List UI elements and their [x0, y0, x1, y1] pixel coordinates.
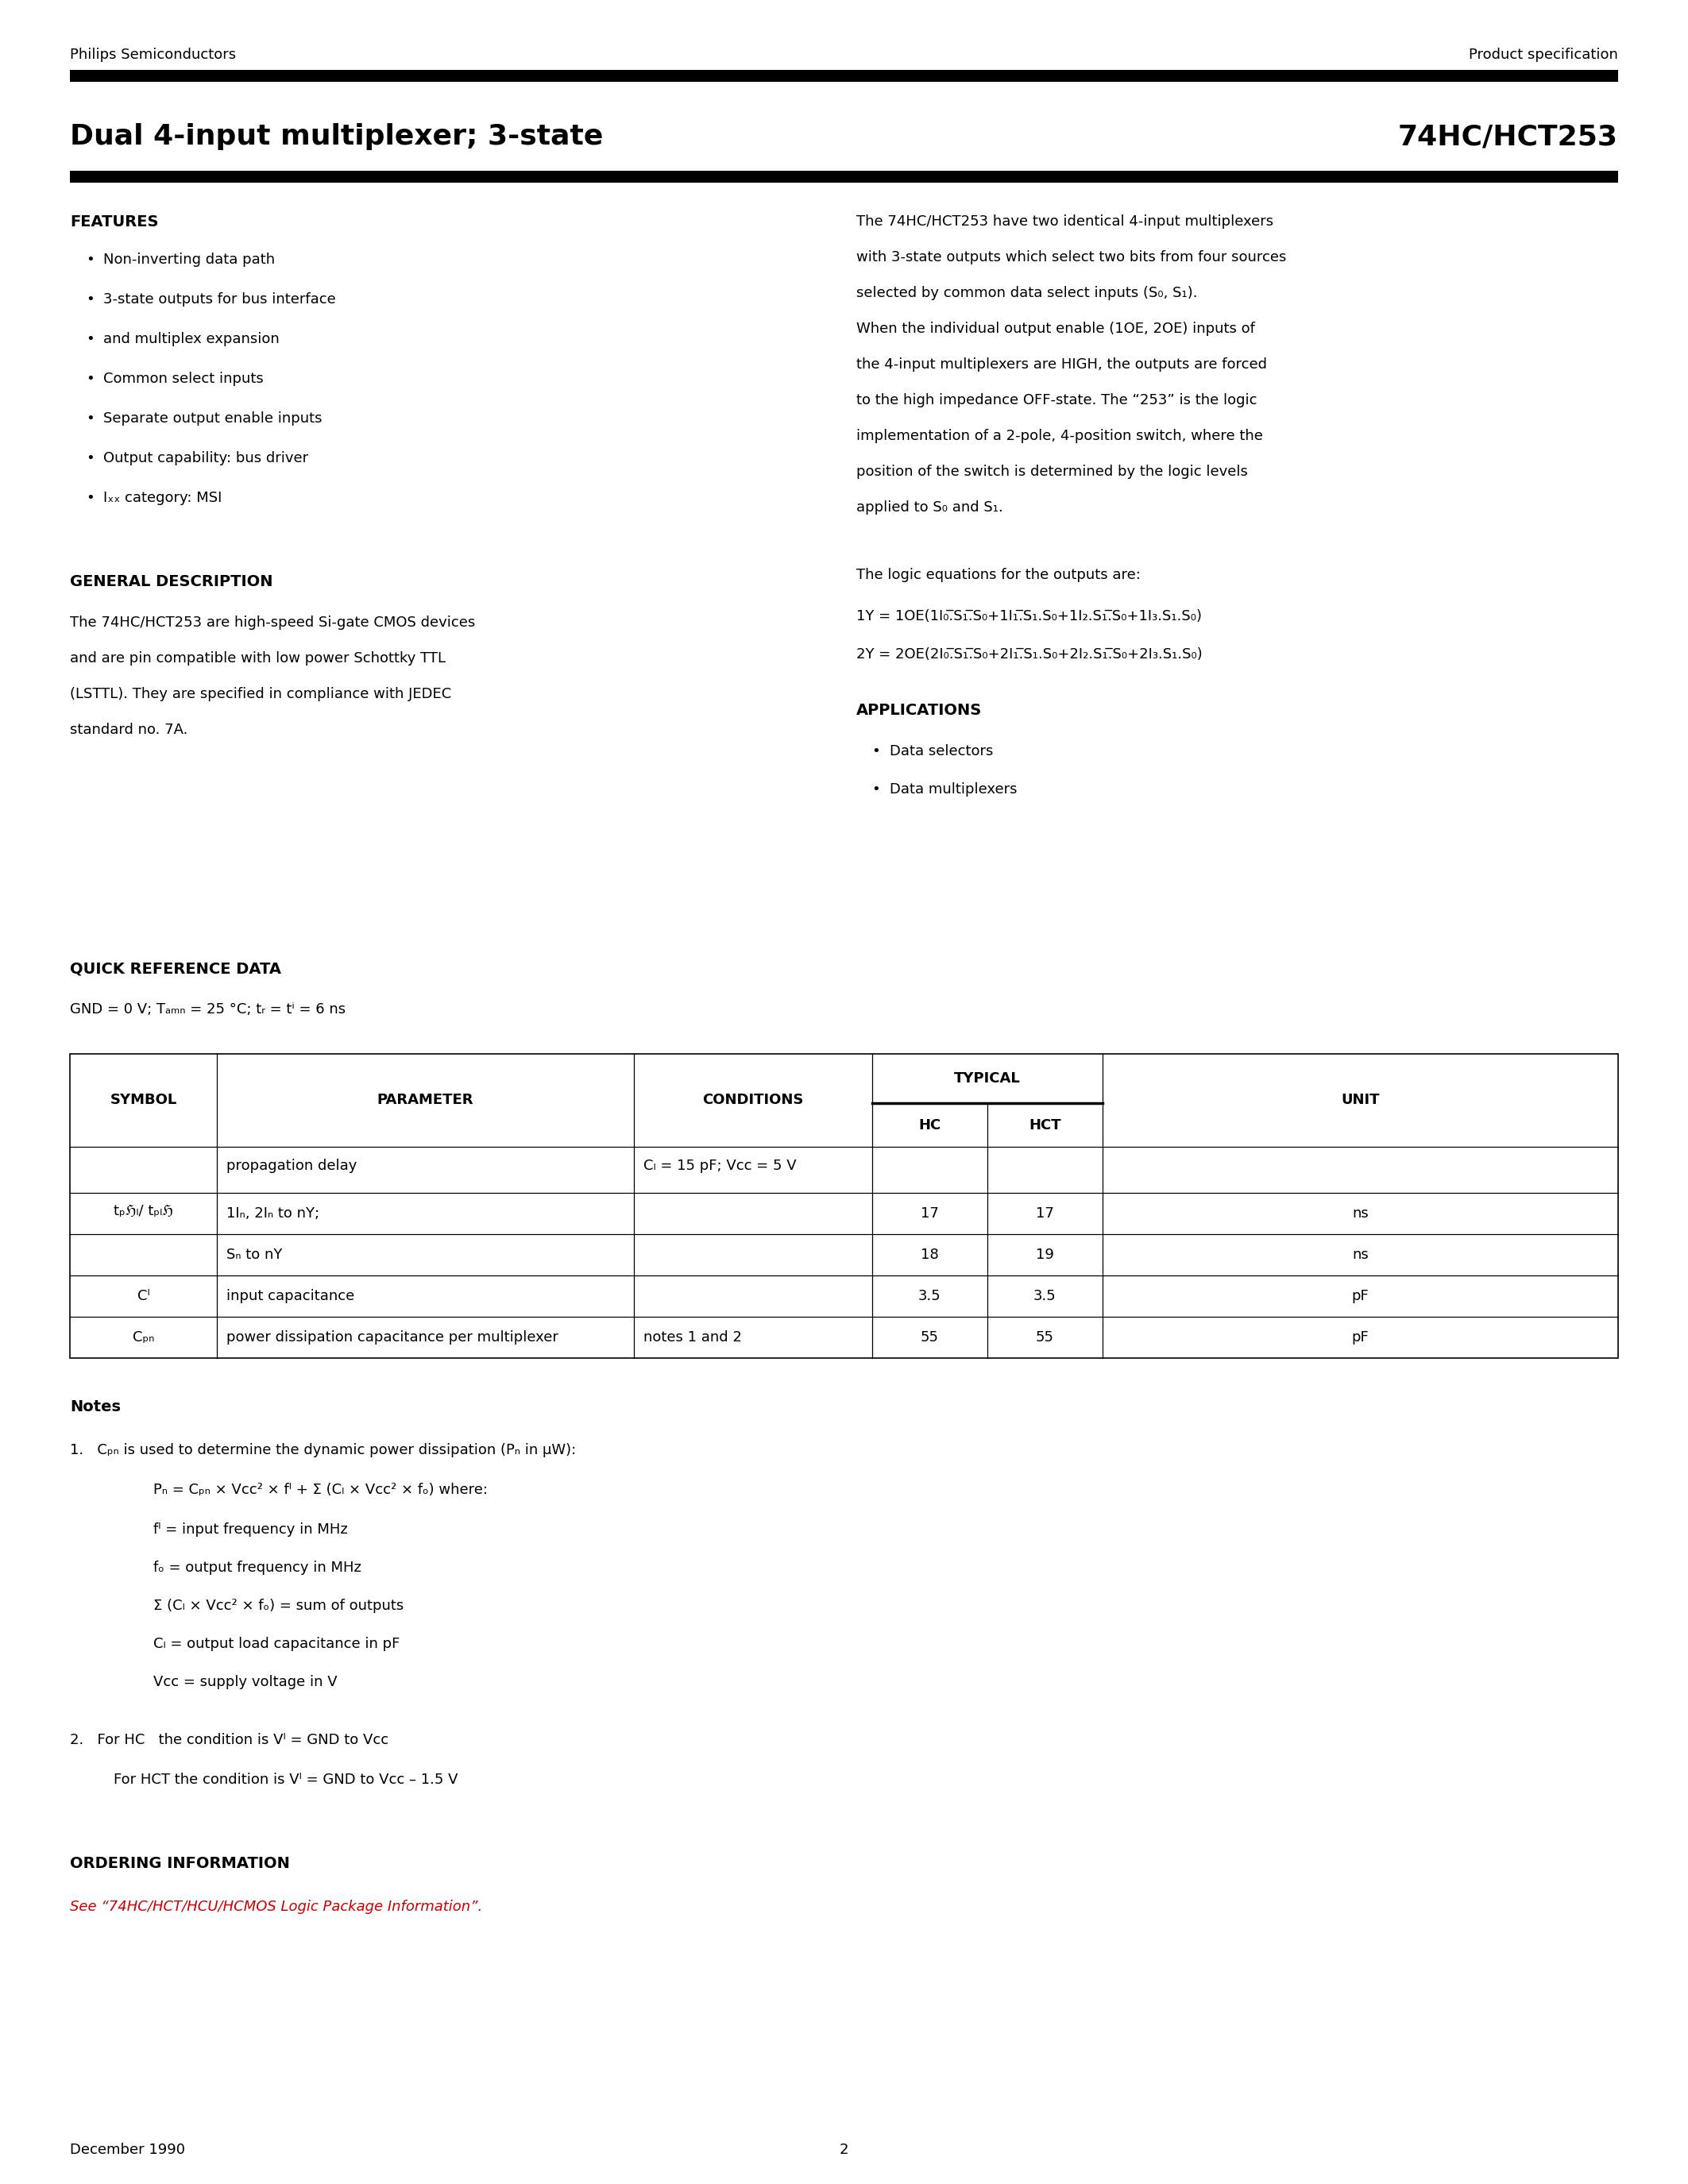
Text: Philips Semiconductors: Philips Semiconductors: [69, 48, 236, 61]
Text: pF: pF: [1352, 1330, 1369, 1345]
Text: PARAMETER: PARAMETER: [376, 1094, 474, 1107]
Text: Separate output enable inputs: Separate output enable inputs: [103, 411, 322, 426]
Bar: [69, 1055, 1619, 1358]
Text: 3.5: 3.5: [1033, 1289, 1057, 1304]
Text: 2Y = 2OE(2I₀.̅S₁.̅S₀+2I₁.̅S₁.S₀+2I₂.S₁.̅S₀+2I₃.S₁.S₀): 2Y = 2OE(2I₀.̅S₁.̅S₀+2I₁.̅S₁.S₀+2I₂.S₁.̅…: [856, 646, 1202, 662]
Text: ns: ns: [1352, 1247, 1369, 1262]
Text: 19: 19: [1036, 1247, 1053, 1262]
Text: standard no. 7A.: standard no. 7A.: [69, 723, 187, 736]
Text: •: •: [871, 782, 881, 797]
Text: TYPICAL: TYPICAL: [954, 1072, 1021, 1085]
Text: Non-inverting data path: Non-inverting data path: [103, 253, 275, 266]
Text: Cᴵ: Cᴵ: [137, 1289, 150, 1304]
Text: 55: 55: [1036, 1330, 1053, 1345]
Text: fₒ = output frequency in MHz: fₒ = output frequency in MHz: [154, 1562, 361, 1575]
Text: 2: 2: [839, 2143, 849, 2158]
Text: •: •: [86, 491, 95, 505]
Text: the 4-input multiplexers are HIGH, the outputs are forced: the 4-input multiplexers are HIGH, the o…: [856, 358, 1266, 371]
Text: See “74HC/HCT/HCU/HCMOS Logic Package Information”.: See “74HC/HCT/HCU/HCMOS Logic Package In…: [69, 1900, 483, 1913]
Text: applied to S₀ and S₁.: applied to S₀ and S₁.: [856, 500, 1003, 515]
Text: and multiplex expansion: and multiplex expansion: [103, 332, 280, 347]
Text: CONDITIONS: CONDITIONS: [702, 1094, 803, 1107]
Text: input capacitance: input capacitance: [226, 1289, 354, 1304]
Text: ORDERING INFORMATION: ORDERING INFORMATION: [69, 1856, 290, 1872]
Text: Cₗ = output load capacitance in pF: Cₗ = output load capacitance in pF: [154, 1636, 400, 1651]
Text: For HCT the condition is Vᴵ = GND to Vᴄᴄ – 1.5 V: For HCT the condition is Vᴵ = GND to Vᴄᴄ…: [113, 1773, 457, 1787]
Text: Vᴄᴄ = supply voltage in V: Vᴄᴄ = supply voltage in V: [154, 1675, 338, 1688]
Text: implementation of a 2-pole, 4-position switch, where the: implementation of a 2-pole, 4-position s…: [856, 428, 1263, 443]
Text: •: •: [86, 332, 95, 347]
Text: •: •: [86, 253, 95, 266]
Bar: [69, 70, 1619, 81]
Text: Notes: Notes: [69, 1400, 122, 1415]
Text: Σ (Cₗ × Vᴄᴄ² × fₒ) = sum of outputs: Σ (Cₗ × Vᴄᴄ² × fₒ) = sum of outputs: [154, 1599, 403, 1614]
Text: FEATURES: FEATURES: [69, 214, 159, 229]
Text: 3-state outputs for bus interface: 3-state outputs for bus interface: [103, 293, 336, 306]
Text: Data selectors: Data selectors: [890, 745, 993, 758]
Text: 74HC/HCT253: 74HC/HCT253: [1398, 122, 1619, 151]
Text: When the individual output enable (1OE, 2OE) inputs of: When the individual output enable (1OE, …: [856, 321, 1254, 336]
Text: December 1990: December 1990: [69, 2143, 186, 2158]
Text: •: •: [86, 411, 95, 426]
Text: HCT: HCT: [1030, 1118, 1062, 1131]
Text: 17: 17: [920, 1206, 939, 1221]
Text: power dissipation capacitance per multiplexer: power dissipation capacitance per multip…: [226, 1330, 559, 1345]
Text: GND = 0 V; Tₐₘₙ = 25 °C; tᵣ = tⁱ = 6 ns: GND = 0 V; Tₐₘₙ = 25 °C; tᵣ = tⁱ = 6 ns: [69, 1002, 346, 1016]
Text: Sₙ to nY: Sₙ to nY: [226, 1247, 282, 1262]
Text: The 74HC/HCT253 have two identical 4-input multiplexers: The 74HC/HCT253 have two identical 4-inp…: [856, 214, 1273, 229]
Text: 17: 17: [1036, 1206, 1053, 1221]
Text: GENERAL DESCRIPTION: GENERAL DESCRIPTION: [69, 574, 273, 590]
Bar: [69, 170, 1619, 183]
Text: Product specification: Product specification: [1469, 48, 1619, 61]
Text: UNIT: UNIT: [1340, 1094, 1379, 1107]
Text: ns: ns: [1352, 1206, 1369, 1221]
Text: tₚℌₗ/ tₚₗℌ: tₚℌₗ/ tₚₗℌ: [113, 1203, 174, 1219]
Text: 1Y = 1OE(1I₀.̅S₁.̅S₀+1I₁.̅S₁.S₀+1I₂.S₁.̅S₀+1I₃.S₁.S₀): 1Y = 1OE(1I₀.̅S₁.̅S₀+1I₁.̅S₁.S₀+1I₂.S₁.̅…: [856, 609, 1202, 622]
Text: and are pin compatible with low power Schottky TTL: and are pin compatible with low power Sc…: [69, 651, 446, 666]
Text: Data multiplexers: Data multiplexers: [890, 782, 1016, 797]
Text: Iₓₓ category: MSI: Iₓₓ category: MSI: [103, 491, 221, 505]
Text: Pₙ = Cₚₙ × Vᴄᴄ² × fᴵ + Σ (Cₗ × Vᴄᴄ² × fₒ) where:: Pₙ = Cₚₙ × Vᴄᴄ² × fᴵ + Σ (Cₗ × Vᴄᴄ² × fₒ…: [154, 1483, 488, 1496]
Text: HC: HC: [918, 1118, 940, 1131]
Text: fᴵ = input frequency in MHz: fᴵ = input frequency in MHz: [154, 1522, 348, 1538]
Text: •: •: [86, 371, 95, 387]
Text: propagation delay: propagation delay: [226, 1160, 356, 1173]
Text: 18: 18: [920, 1247, 939, 1262]
Text: pF: pF: [1352, 1289, 1369, 1304]
Text: Dual 4-input multiplexer; 3-state: Dual 4-input multiplexer; 3-state: [69, 122, 603, 151]
Text: •: •: [86, 452, 95, 465]
Text: SYMBOL: SYMBOL: [110, 1094, 177, 1107]
Text: APPLICATIONS: APPLICATIONS: [856, 703, 982, 719]
Text: 2.   For HC   the condition is Vᴵ = GND to Vᴄᴄ: 2. For HC the condition is Vᴵ = GND to V…: [69, 1732, 388, 1747]
Text: •: •: [86, 293, 95, 306]
Text: notes 1 and 2: notes 1 and 2: [643, 1330, 741, 1345]
Text: The 74HC/HCT253 are high-speed Si-gate CMOS devices: The 74HC/HCT253 are high-speed Si-gate C…: [69, 616, 476, 629]
Text: QUICK REFERENCE DATA: QUICK REFERENCE DATA: [69, 961, 282, 976]
Text: Output capability: bus driver: Output capability: bus driver: [103, 452, 309, 465]
Text: (LSTTL). They are specified in compliance with JEDEC: (LSTTL). They are specified in complianc…: [69, 688, 451, 701]
Text: The logic equations for the outputs are:: The logic equations for the outputs are:: [856, 568, 1139, 583]
Text: 3.5: 3.5: [918, 1289, 942, 1304]
Text: 55: 55: [920, 1330, 939, 1345]
Text: Common select inputs: Common select inputs: [103, 371, 263, 387]
Text: with 3-state outputs which select two bits from four sources: with 3-state outputs which select two bi…: [856, 251, 1286, 264]
Text: Cₗ = 15 pF; Vᴄᴄ = 5 V: Cₗ = 15 pF; Vᴄᴄ = 5 V: [643, 1160, 797, 1173]
Text: Cₚₙ: Cₚₙ: [132, 1330, 154, 1345]
Text: 1.   Cₚₙ is used to determine the dynamic power dissipation (Pₙ in μW):: 1. Cₚₙ is used to determine the dynamic …: [69, 1444, 576, 1457]
Text: •: •: [871, 745, 881, 758]
Text: to the high impedance OFF-state. The “253” is the logic: to the high impedance OFF-state. The “25…: [856, 393, 1256, 408]
Text: 1Iₙ, 2Iₙ to nY;: 1Iₙ, 2Iₙ to nY;: [226, 1206, 319, 1221]
Text: position of the switch is determined by the logic levels: position of the switch is determined by …: [856, 465, 1247, 478]
Text: selected by common data select inputs (S₀, S₁).: selected by common data select inputs (S…: [856, 286, 1197, 299]
